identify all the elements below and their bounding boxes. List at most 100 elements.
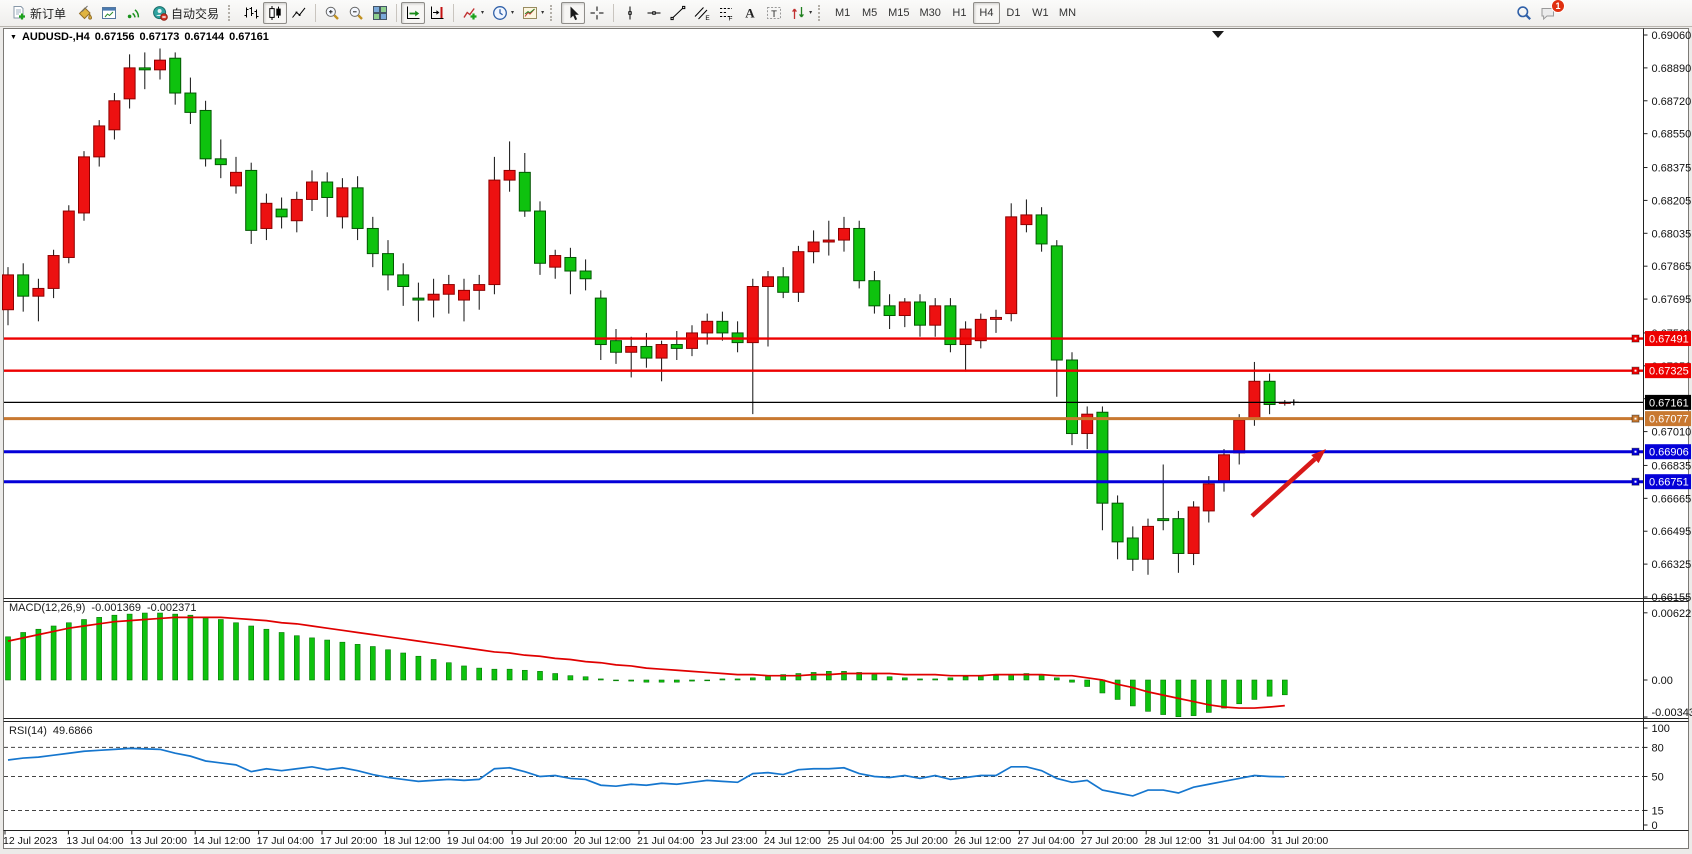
- timeframe-mn-button[interactable]: MN: [1054, 2, 1081, 24]
- candlestick-chart-button[interactable]: [263, 2, 288, 24]
- bar-chart-button[interactable]: [239, 2, 263, 24]
- trendline-button[interactable]: [666, 2, 690, 24]
- svg-text:0: 0: [1652, 820, 1658, 832]
- svg-text:0.66665: 0.66665: [1652, 493, 1692, 505]
- svg-text:0.67077: 0.67077: [1649, 414, 1689, 426]
- svg-text:13 Jul 04:00: 13 Jul 04:00: [66, 835, 123, 847]
- svg-text:12 Jul 2023: 12 Jul 2023: [3, 835, 57, 847]
- svg-text:0.67161: 0.67161: [1649, 397, 1689, 409]
- svg-text:27 Jul 20:00: 27 Jul 20:00: [1081, 835, 1138, 847]
- svg-text:-0.00343: -0.00343: [1652, 707, 1692, 719]
- svg-text:0.006221: 0.006221: [1652, 608, 1692, 620]
- new-chart-window-button[interactable]: [97, 2, 121, 24]
- equidistant-channel-button[interactable]: E: [690, 2, 714, 24]
- toolbar-separator: [315, 4, 317, 22]
- chevron-down-icon: ▾: [541, 10, 545, 16]
- svg-text:0.66155: 0.66155: [1652, 592, 1692, 604]
- text-label-button[interactable]: T: [762, 2, 786, 24]
- svg-text:25 Jul 20:00: 25 Jul 20:00: [891, 835, 948, 847]
- toolbar-grip: [228, 5, 235, 21]
- text-button[interactable]: A: [738, 2, 762, 24]
- notifications-button[interactable]: 1: [1536, 0, 1565, 24]
- svg-text:24 Jul 12:00: 24 Jul 12:00: [764, 835, 821, 847]
- arrows-button[interactable]: ▾: [786, 2, 816, 24]
- svg-text:50: 50: [1652, 772, 1664, 784]
- timeframe-h1-button[interactable]: H1: [946, 2, 973, 24]
- svg-text:0.68890: 0.68890: [1652, 63, 1692, 75]
- svg-text:31 Jul 04:00: 31 Jul 04:00: [1208, 835, 1265, 847]
- vertical-line-button[interactable]: [618, 2, 642, 24]
- fibonacci-button[interactable]: F: [714, 2, 738, 24]
- search-button[interactable]: [1512, 2, 1536, 24]
- svg-text:0.68720: 0.68720: [1652, 96, 1692, 108]
- zoom-in-button[interactable]: [320, 2, 344, 24]
- svg-text:23 Jul 23:00: 23 Jul 23:00: [700, 835, 757, 847]
- vertical-line-icon: [628, 6, 632, 20]
- template-icon: [523, 7, 538, 19]
- chart-shift-button[interactable]: [425, 2, 449, 24]
- timeframe-m1-button[interactable]: M1: [829, 2, 856, 24]
- svg-text:20 Jul 12:00: 20 Jul 12:00: [574, 835, 631, 847]
- templates-button[interactable]: ▾: [518, 2, 548, 24]
- chart-window-icon: [102, 7, 117, 19]
- timeframe-d1-button[interactable]: D1: [1000, 2, 1027, 24]
- signals-button[interactable]: [121, 2, 145, 24]
- svg-text:21 Jul 04:00: 21 Jul 04:00: [637, 835, 694, 847]
- paint-bucket-icon: [78, 5, 93, 20]
- main-toolbar: 新订单 自动交易: [0, 0, 1692, 27]
- periods-button[interactable]: ▾: [488, 2, 518, 24]
- svg-text:0.67010: 0.67010: [1652, 427, 1692, 439]
- auto-scroll-button[interactable]: [401, 2, 426, 24]
- trendline-icon: [670, 5, 686, 21]
- svg-text:25 Jul 04:00: 25 Jul 04:00: [827, 835, 884, 847]
- fibonacci-icon: F: [720, 8, 733, 21]
- timeframe-h4-button[interactable]: H4: [972, 2, 1000, 24]
- arrows-icon: [792, 7, 805, 19]
- paint-bucket-button[interactable]: [73, 2, 97, 24]
- text-label-icon: T: [767, 7, 782, 20]
- timeframe-m30-button[interactable]: M30: [915, 2, 946, 24]
- svg-text:18 Jul 12:00: 18 Jul 12:00: [383, 835, 440, 847]
- chevron-down-icon: ▾: [481, 10, 485, 16]
- svg-text:13 Jul 20:00: 13 Jul 20:00: [130, 835, 187, 847]
- indicators-button[interactable]: ▾: [458, 2, 488, 24]
- cursor-button[interactable]: [561, 2, 586, 24]
- svg-text:0.68035: 0.68035: [1652, 228, 1692, 240]
- svg-text:0.68550: 0.68550: [1652, 129, 1692, 141]
- svg-text:0.66325: 0.66325: [1652, 559, 1692, 571]
- svg-text:17 Jul 20:00: 17 Jul 20:00: [320, 835, 377, 847]
- notification-badge: 1: [1551, 0, 1565, 13]
- svg-text:A: A: [745, 6, 755, 21]
- zoom-out-button[interactable]: [344, 2, 368, 24]
- timeframe-w1-button[interactable]: W1: [1027, 2, 1054, 24]
- svg-text:T: T: [771, 9, 777, 20]
- svg-text:28 Jul 12:00: 28 Jul 12:00: [1144, 835, 1201, 847]
- zoom-in-icon: [325, 6, 339, 20]
- auto-trading-button[interactable]: 自动交易: [145, 2, 226, 24]
- toolbar-right-tools: 1: [1512, 0, 1565, 24]
- text-icon: A: [745, 6, 755, 21]
- tile-windows-button[interactable]: [368, 2, 392, 24]
- svg-text:0.66495: 0.66495: [1652, 526, 1692, 538]
- timeframe-m15-button[interactable]: M15: [883, 2, 914, 24]
- svg-text:0.67491: 0.67491: [1649, 334, 1689, 346]
- chevron-down-icon: ▾: [511, 10, 515, 16]
- horizontal-line-icon: [647, 11, 661, 15]
- horizontal-line-button[interactable]: [642, 2, 666, 24]
- svg-text:15: 15: [1652, 805, 1664, 817]
- new-order-button[interactable]: 新订单: [4, 2, 73, 24]
- svg-text:100: 100: [1652, 723, 1670, 735]
- candlestick-chart-icon: [269, 6, 281, 20]
- svg-text:0.67695: 0.67695: [1652, 294, 1692, 306]
- toolbar-separator: [453, 4, 455, 22]
- timeframe-m5-button[interactable]: M5: [856, 2, 883, 24]
- search-icon: [1517, 6, 1531, 20]
- svg-text:17 Jul 04:00: 17 Jul 04:00: [257, 835, 314, 847]
- crosshair-button[interactable]: [585, 2, 609, 24]
- svg-text:27 Jul 04:00: 27 Jul 04:00: [1017, 835, 1074, 847]
- toolbar-grip: [818, 5, 825, 21]
- toolbar-grip: [550, 5, 557, 21]
- line-chart-button[interactable]: [287, 2, 311, 24]
